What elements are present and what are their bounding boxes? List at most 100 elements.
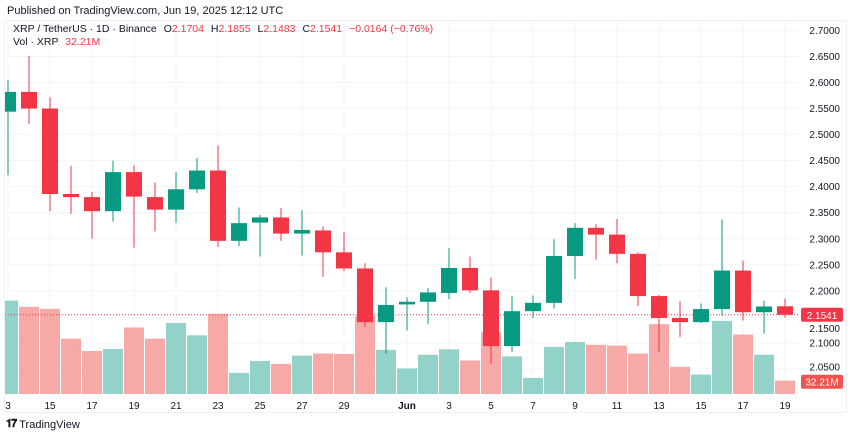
brand-name: TradingView — [19, 418, 80, 431]
x-tick-label: 11 — [612, 401, 623, 412]
volume-bar — [775, 380, 795, 394]
volume-bar — [292, 355, 312, 394]
candle-body — [462, 267, 478, 291]
candle-body — [777, 306, 793, 315]
volume-bar — [271, 363, 291, 394]
volume-value: 32.21M — [65, 36, 101, 48]
x-tick-label: 17 — [86, 401, 98, 412]
y-tick-label: 2.2000 — [809, 286, 840, 297]
volume-bar — [5, 300, 18, 394]
volume-bar — [334, 353, 354, 394]
close-value: 2.1541 — [310, 23, 343, 35]
volume-row: Vol · XRP 32.21M — [13, 36, 433, 49]
last-volume-label: 32.21M — [805, 378, 838, 389]
candle-body — [231, 223, 247, 241]
volume-bar — [460, 360, 480, 394]
volume-bar — [523, 377, 543, 394]
y-tick-label: 2.6000 — [809, 78, 840, 89]
volume-bar — [418, 354, 438, 394]
candle-body — [84, 197, 100, 212]
y-tick-label: 2.1000 — [809, 338, 840, 349]
candle-body — [357, 268, 373, 323]
candle-body — [252, 217, 268, 223]
x-tick-label: 3 — [5, 401, 11, 412]
x-tick-label: 19 — [779, 401, 791, 412]
candle-body — [105, 172, 121, 212]
candle-body — [546, 255, 562, 303]
volume-bar — [250, 360, 270, 394]
tradingview-logo-icon: 𝟏𝟕 — [6, 418, 17, 430]
high-value: 2.1855 — [218, 23, 251, 35]
x-tick-label: 15 — [695, 401, 707, 412]
volume-bar — [355, 316, 375, 394]
candle-body — [567, 227, 583, 256]
volume-bar — [397, 368, 417, 394]
candle-body — [147, 197, 163, 210]
candle-body — [504, 311, 520, 347]
candle-body — [378, 304, 394, 323]
volume-bar — [208, 313, 228, 394]
candle-body — [714, 270, 730, 310]
candle-body — [483, 290, 499, 347]
candle-body — [42, 108, 58, 194]
volume-bar — [166, 322, 186, 394]
last-volume-badge — [801, 374, 843, 389]
candle-body — [756, 306, 772, 313]
volume-bar — [565, 341, 585, 394]
candle-body — [630, 253, 646, 297]
candle-body — [5, 91, 16, 112]
x-tick-label: 5 — [488, 401, 494, 412]
x-tick-label: 3 — [446, 401, 452, 412]
low-value: 2.1483 — [263, 23, 296, 35]
candle-body — [735, 270, 751, 313]
volume-bar — [439, 349, 459, 394]
volume-bar — [754, 354, 774, 394]
candle-body — [336, 252, 352, 269]
y-tick-label: 2.3000 — [809, 234, 840, 245]
x-tick-label: 23 — [212, 401, 224, 412]
y-tick-label: 2.4500 — [809, 156, 840, 167]
volume-bar — [733, 334, 753, 394]
symbol-label[interactable]: XRP / TetherUS · 1D · Binance — [13, 23, 157, 35]
open-value: 2.1704 — [171, 23, 204, 35]
candle-body — [168, 189, 184, 210]
volume-bar — [670, 366, 690, 394]
x-tick-label: 13 — [653, 401, 665, 412]
x-tick-label: 9 — [572, 401, 578, 412]
candle-body — [126, 172, 142, 197]
y-tick-label: 2.3500 — [809, 208, 840, 219]
volume-label[interactable]: Vol · XRP — [13, 36, 59, 48]
plot-area — [5, 21, 800, 397]
last-price-label: 2.1541 — [807, 311, 838, 322]
x-tick-label: 7 — [530, 401, 536, 412]
last-price-badge — [801, 307, 843, 322]
volume-bar — [649, 324, 669, 394]
y-tick-label: 2.5500 — [809, 104, 840, 115]
volume-bar — [376, 349, 396, 394]
y-tick-label: 2.4000 — [809, 182, 840, 193]
candle-body — [315, 230, 331, 253]
volume-bar — [187, 335, 207, 394]
volume-bar — [61, 338, 81, 394]
volume-bar — [103, 348, 123, 394]
x-tick-label: 29 — [338, 401, 350, 412]
tradingview-logo[interactable]: 𝟏𝟕 TradingView — [6, 418, 80, 431]
volume-bar — [586, 344, 606, 394]
x-tick-label: 15 — [44, 401, 56, 412]
x-tick-label: 27 — [296, 401, 308, 412]
high-key: H — [210, 23, 219, 35]
volume-bar — [544, 346, 564, 394]
y-tick-label: 2.0500 — [809, 363, 840, 374]
x-tick-label: 17 — [737, 401, 749, 412]
chart-legend: XRP / TetherUS · 1D · Binance O2.1704 H2… — [13, 23, 433, 49]
candle-body — [672, 317, 688, 323]
candle-body — [399, 301, 415, 305]
y-tick-label: 2.5000 — [809, 130, 840, 141]
x-tick-label: Jun — [398, 401, 416, 412]
volume-bar — [145, 338, 165, 394]
low-key: L — [257, 23, 264, 35]
volume-bar — [82, 351, 102, 394]
chart-frame — [4, 20, 847, 413]
candle-body — [525, 302, 541, 312]
